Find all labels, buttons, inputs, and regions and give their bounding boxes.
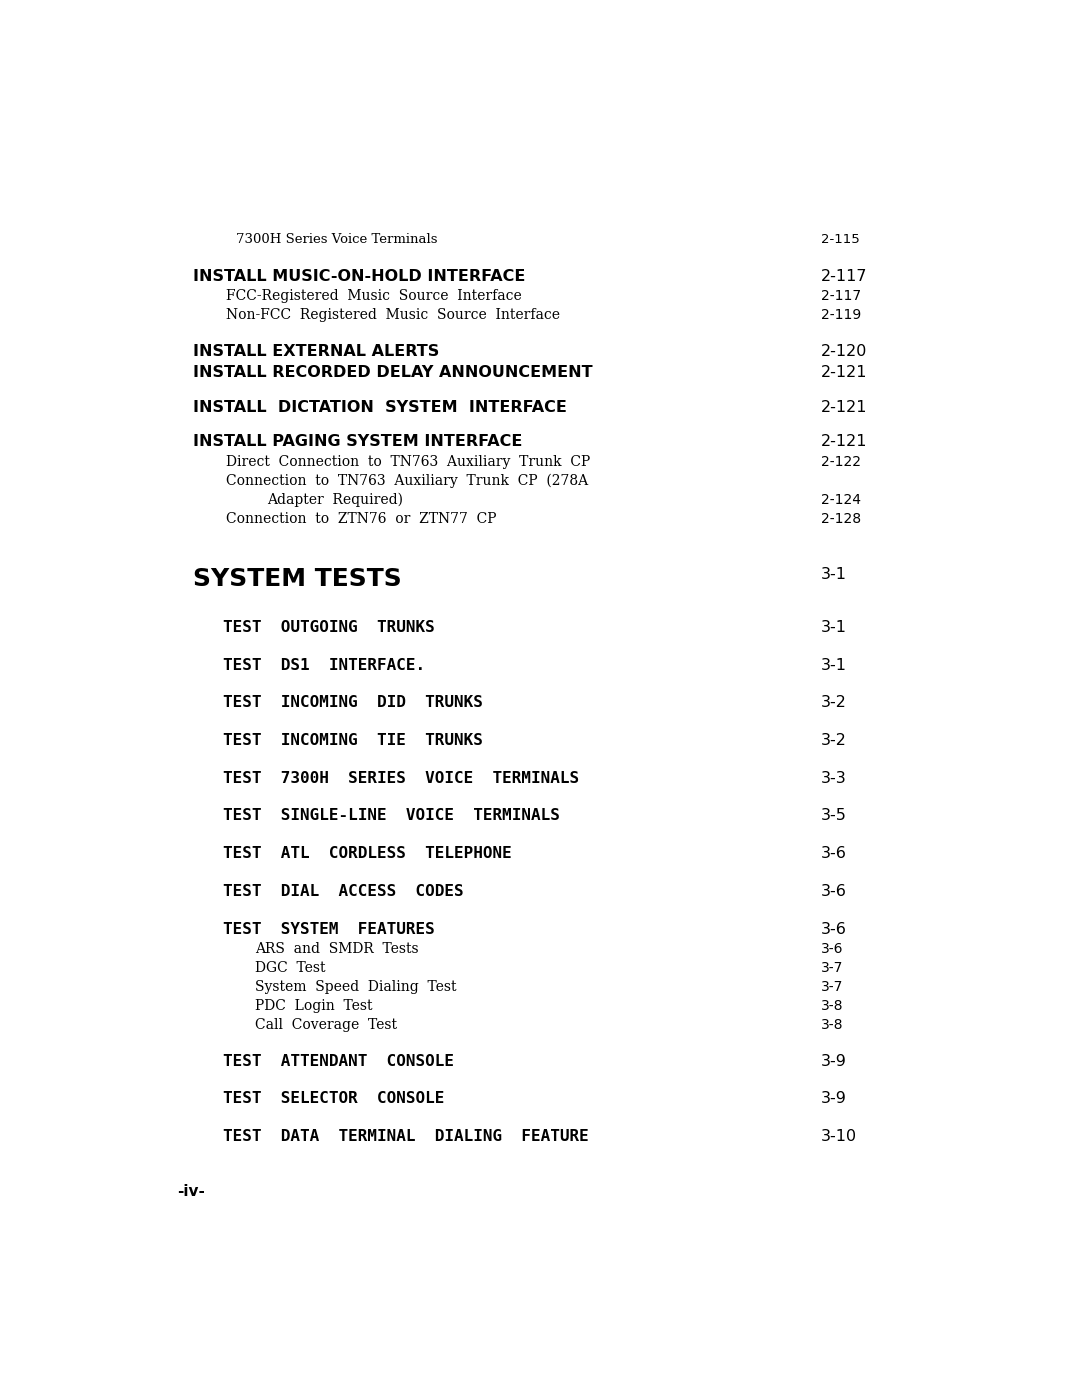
Text: TEST  DATA  TERMINAL  DIALING  FEATURE: TEST DATA TERMINAL DIALING FEATURE bbox=[222, 1129, 589, 1144]
Text: 3-6: 3-6 bbox=[821, 884, 847, 898]
Text: 3-8: 3-8 bbox=[821, 999, 843, 1013]
Text: 3-6: 3-6 bbox=[821, 943, 843, 957]
Text: 3-2: 3-2 bbox=[821, 695, 847, 710]
Text: 2-121: 2-121 bbox=[821, 434, 867, 449]
Text: TEST  INCOMING  DID  TRUNKS: TEST INCOMING DID TRUNKS bbox=[222, 695, 483, 710]
Text: 7300H Series Voice Terminals: 7300H Series Voice Terminals bbox=[235, 233, 437, 246]
Text: 3-1: 3-1 bbox=[821, 568, 847, 583]
Text: 3-3: 3-3 bbox=[821, 770, 847, 785]
Text: 2-121: 2-121 bbox=[821, 399, 867, 414]
Text: Non-FCC  Registered  Music  Source  Interface: Non-FCC Registered Music Source Interfac… bbox=[226, 308, 559, 322]
Text: 2-121: 2-121 bbox=[821, 365, 867, 379]
Text: INSTALL MUSIC-ON-HOLD INTERFACE: INSTALL MUSIC-ON-HOLD INTERFACE bbox=[193, 269, 526, 283]
Text: Connection  to  TN763  Auxiliary  Trunk  CP  (278A: Connection to TN763 Auxiliary Trunk CP (… bbox=[226, 474, 588, 488]
Text: 3-6: 3-6 bbox=[821, 922, 847, 936]
Text: 2-128: 2-128 bbox=[821, 512, 861, 526]
Text: 3-10: 3-10 bbox=[821, 1129, 858, 1144]
Text: SYSTEM TESTS: SYSTEM TESTS bbox=[193, 568, 402, 591]
Text: TEST  OUTGOING  TRUNKS: TEST OUTGOING TRUNKS bbox=[222, 619, 434, 635]
Text: DGC  Test: DGC Test bbox=[255, 961, 326, 975]
Text: 3-7: 3-7 bbox=[821, 981, 843, 995]
Text: 2-117: 2-117 bbox=[821, 269, 867, 283]
Text: Direct  Connection  to  TN763  Auxiliary  Trunk  CP: Direct Connection to TN763 Auxiliary Tru… bbox=[226, 455, 590, 469]
Text: 3-8: 3-8 bbox=[821, 1018, 843, 1032]
Text: 2-124: 2-124 bbox=[821, 492, 861, 506]
Text: TEST  DS1  INTERFACE.: TEST DS1 INTERFACE. bbox=[222, 657, 424, 672]
Text: TEST  DIAL  ACCESS  CODES: TEST DIAL ACCESS CODES bbox=[222, 884, 463, 898]
Text: ARS  and  SMDR  Tests: ARS and SMDR Tests bbox=[255, 943, 419, 957]
Text: 3-7: 3-7 bbox=[821, 961, 843, 975]
Text: TEST  7300H  SERIES  VOICE  TERMINALS: TEST 7300H SERIES VOICE TERMINALS bbox=[222, 770, 579, 785]
Text: TEST  SYSTEM  FEATURES: TEST SYSTEM FEATURES bbox=[222, 922, 434, 936]
Text: INSTALL  DICTATION  SYSTEM  INTERFACE: INSTALL DICTATION SYSTEM INTERFACE bbox=[193, 399, 567, 414]
Text: TEST  INCOMING  TIE  TRUNKS: TEST INCOMING TIE TRUNKS bbox=[222, 732, 483, 748]
Text: INSTALL EXTERNAL ALERTS: INSTALL EXTERNAL ALERTS bbox=[193, 345, 440, 359]
Text: 3-6: 3-6 bbox=[821, 847, 847, 861]
Text: 3-1: 3-1 bbox=[821, 619, 847, 635]
Text: TEST  ATTENDANT  CONSOLE: TEST ATTENDANT CONSOLE bbox=[222, 1053, 454, 1069]
Text: 2-117: 2-117 bbox=[821, 289, 861, 304]
Text: Adapter  Required): Adapter Required) bbox=[267, 492, 403, 508]
Text: Call  Coverage  Test: Call Coverage Test bbox=[255, 1018, 397, 1032]
Text: Connection  to  ZTN76  or  ZTN77  CP: Connection to ZTN76 or ZTN77 CP bbox=[226, 512, 496, 526]
Text: INSTALL PAGING SYSTEM INTERFACE: INSTALL PAGING SYSTEM INTERFACE bbox=[193, 434, 523, 449]
Text: -iv-: -iv- bbox=[177, 1184, 205, 1200]
Text: INSTALL RECORDED DELAY ANNOUNCEMENT: INSTALL RECORDED DELAY ANNOUNCEMENT bbox=[193, 365, 593, 379]
Text: PDC  Login  Test: PDC Login Test bbox=[255, 999, 373, 1013]
Text: 2-115: 2-115 bbox=[821, 233, 860, 246]
Text: FCC-Registered  Music  Source  Interface: FCC-Registered Music Source Interface bbox=[226, 289, 522, 304]
Text: TEST  SELECTOR  CONSOLE: TEST SELECTOR CONSOLE bbox=[222, 1091, 444, 1106]
Text: 2-119: 2-119 bbox=[821, 308, 861, 322]
Text: 3-9: 3-9 bbox=[821, 1091, 847, 1106]
Text: 2-120: 2-120 bbox=[821, 345, 867, 359]
Text: 3-9: 3-9 bbox=[821, 1053, 847, 1069]
Text: 2-122: 2-122 bbox=[821, 455, 861, 469]
Text: System  Speed  Dialing  Test: System Speed Dialing Test bbox=[255, 981, 457, 995]
Text: TEST  SINGLE-LINE  VOICE  TERMINALS: TEST SINGLE-LINE VOICE TERMINALS bbox=[222, 809, 559, 823]
Text: 3-2: 3-2 bbox=[821, 732, 847, 748]
Text: 3-5: 3-5 bbox=[821, 809, 847, 823]
Text: 3-1: 3-1 bbox=[821, 657, 847, 672]
Text: TEST  ATL  CORDLESS  TELEPHONE: TEST ATL CORDLESS TELEPHONE bbox=[222, 847, 511, 861]
